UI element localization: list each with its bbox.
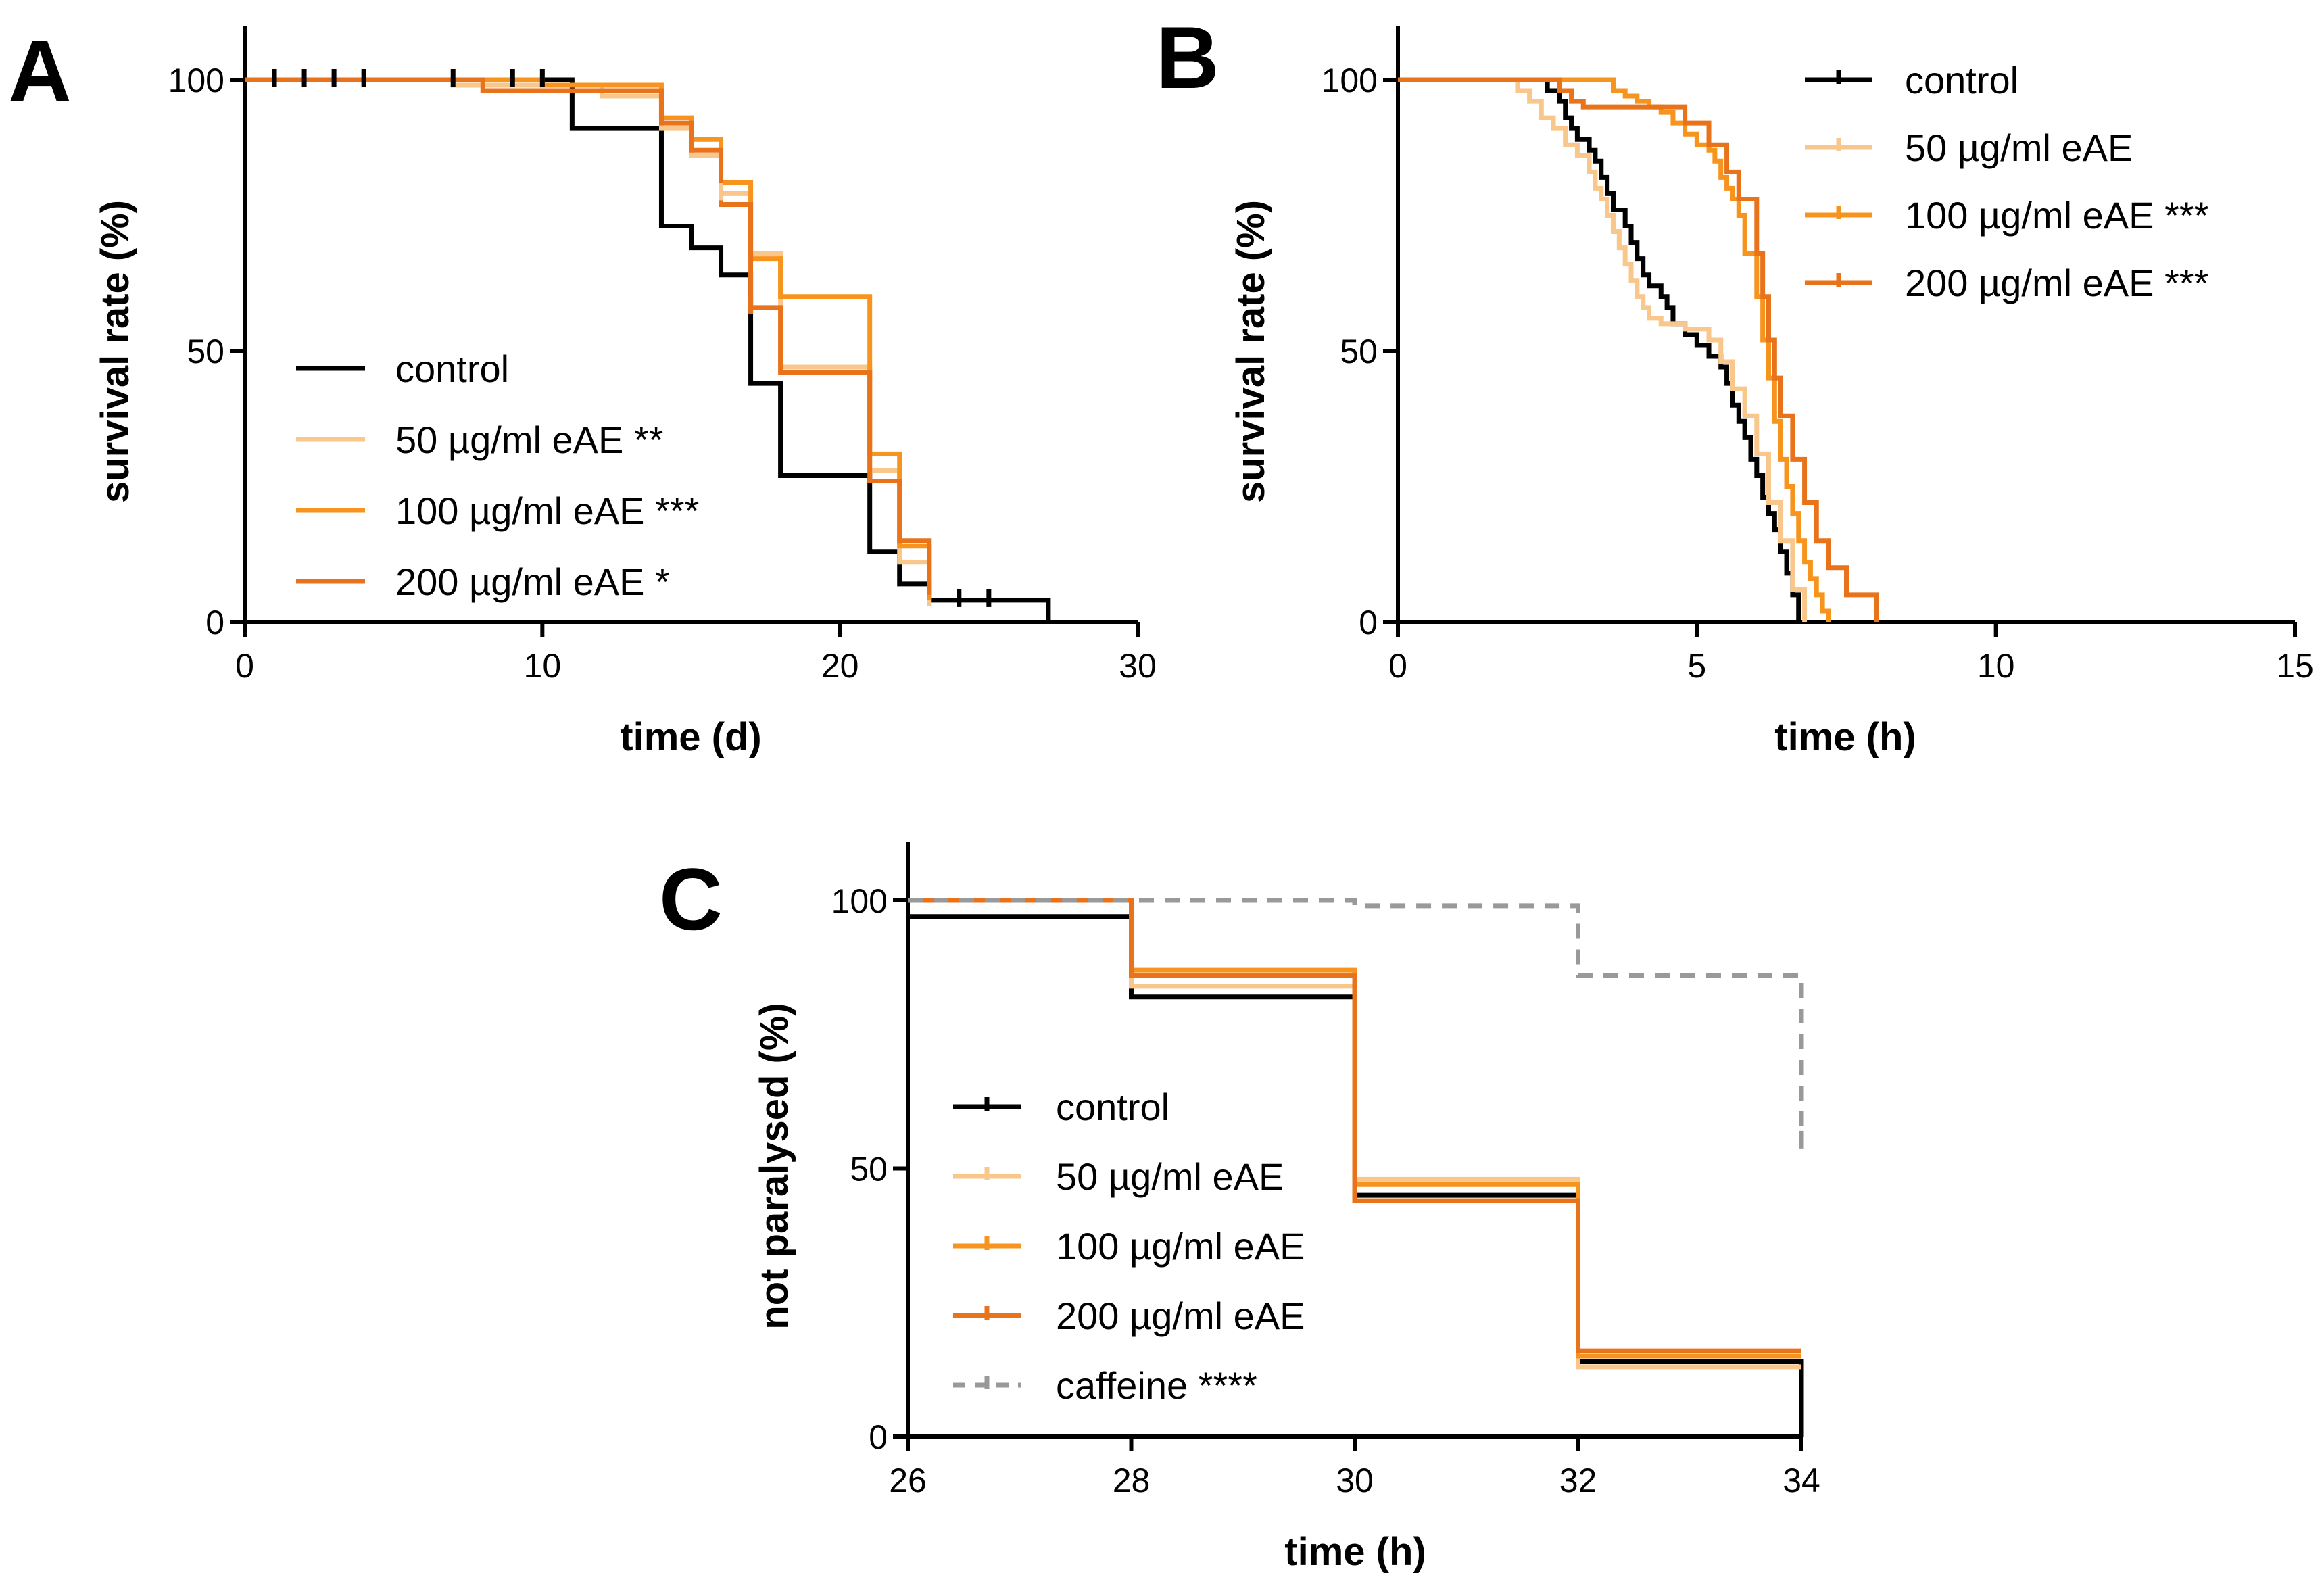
y-axis-title: survival rate (%) xyxy=(1229,200,1273,503)
legend-label: caffeine **** xyxy=(1056,1364,1257,1407)
panel-a: A 0 10 20 30 0 50 100 time (d) survival rate (%) c… xyxy=(8,22,1157,759)
x-tick-label: 0 xyxy=(235,647,254,685)
legend-label: 50 µg/ml eAE xyxy=(1056,1155,1284,1198)
x-tick-label: 30 xyxy=(1119,647,1157,685)
legend-label: 100 µg/ml eAE *** xyxy=(1905,194,2208,237)
series-line-eAE200 xyxy=(1398,77,1879,622)
x-tick-label: 10 xyxy=(1977,647,2015,685)
x-axis-title: time (d) xyxy=(620,715,761,759)
y-tick-label: 50 xyxy=(1340,333,1378,370)
series-line-eAE50 xyxy=(1398,77,1808,622)
legend-label: 100 µg/ml eAE *** xyxy=(395,489,699,532)
x-tick-label: 5 xyxy=(1687,647,1706,685)
legend-label: control xyxy=(1056,1086,1169,1128)
x-tick-label: 20 xyxy=(821,647,859,685)
y-tick-label: 0 xyxy=(869,1418,888,1456)
legend-label: 50 µg/ml eAE xyxy=(1905,126,2133,169)
y-tick-label: 50 xyxy=(850,1151,888,1188)
x-axis-title: time (h) xyxy=(1284,1530,1426,1574)
x-tick-label: 28 xyxy=(1113,1462,1151,1499)
panel-c: C 26 28 30 32 34 0 50 100 time (h) not paralysed (… xyxy=(659,842,1820,1574)
y-axis-title: survival rate (%) xyxy=(93,200,137,503)
y-tick-label: 100 xyxy=(1322,62,1378,99)
series-line-caffeine xyxy=(908,898,1804,1142)
legend-label: 200 µg/ml eAE *** xyxy=(1905,262,2208,304)
x-tick-label: 26 xyxy=(889,1462,927,1499)
series-line-control xyxy=(1398,77,1801,622)
y-tick-label: 0 xyxy=(1359,604,1378,642)
y-tick-label: 100 xyxy=(168,62,224,99)
legend-label: 200 µg/ml eAE * xyxy=(395,560,670,603)
x-tick-label: 30 xyxy=(1336,1462,1374,1499)
panel-letter: A xyxy=(8,22,72,120)
legend-label: control xyxy=(395,347,509,390)
x-tick-label: 34 xyxy=(1783,1462,1820,1499)
x-tick-label: 0 xyxy=(1388,647,1407,685)
panel-letter: B xyxy=(1156,8,1219,107)
y-tick-label: 100 xyxy=(831,882,888,920)
legend-label: control xyxy=(1905,59,2018,101)
y-axis-title: not paralysed (%) xyxy=(752,1003,796,1329)
series-line-control xyxy=(245,77,1051,622)
x-tick-label: 10 xyxy=(524,647,562,685)
y-tick-label: 0 xyxy=(205,604,224,642)
x-tick-label: 15 xyxy=(2276,647,2314,685)
x-tick-label: 32 xyxy=(1559,1462,1597,1499)
panel-b: B 0 5 10 15 0 50 100 time (h) survival rate (%) co… xyxy=(1156,8,2314,759)
series-line-eAE100 xyxy=(1398,77,1831,622)
x-axis-title: time (h) xyxy=(1774,715,1916,759)
series-line-eAE200 xyxy=(245,77,932,595)
y-tick-label: 50 xyxy=(187,333,224,370)
series-line-eAE100 xyxy=(245,77,932,600)
legend-label: 200 µg/ml eAE xyxy=(1056,1295,1305,1337)
legend-label: 100 µg/ml eAE xyxy=(1056,1225,1305,1268)
series-line-eAE200 xyxy=(908,898,1801,1353)
legend-label: 50 µg/ml eAE ** xyxy=(395,418,663,461)
panel-letter: C xyxy=(659,850,723,948)
